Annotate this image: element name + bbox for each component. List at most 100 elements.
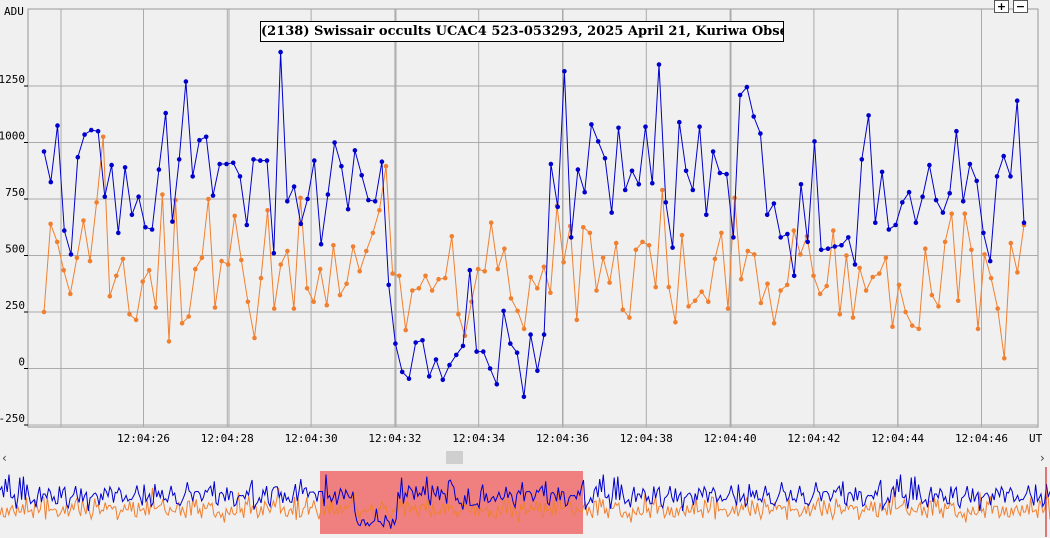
data-point — [344, 281, 349, 287]
data-point — [48, 179, 54, 185]
data-point — [350, 244, 356, 249]
data-point — [68, 291, 73, 297]
data-point — [41, 309, 47, 315]
data-point — [955, 298, 961, 304]
data-point — [699, 289, 704, 295]
data-point — [264, 158, 270, 163]
scrollbar-thumb[interactable] — [446, 451, 463, 464]
data-point — [436, 276, 441, 282]
data-point — [982, 252, 987, 257]
data-point — [305, 196, 310, 202]
data-point — [890, 324, 895, 330]
data-point — [190, 174, 195, 179]
data-point — [837, 312, 843, 317]
data-point — [170, 219, 175, 224]
data-point — [160, 192, 165, 197]
data-point — [548, 161, 554, 167]
x-tick-label: 12:04:30 — [285, 432, 338, 445]
data-point — [562, 69, 567, 74]
data-point — [75, 154, 81, 160]
data-point — [149, 227, 155, 232]
data-point — [850, 315, 856, 320]
y-tick-label: 500 — [5, 243, 25, 256]
data-point — [271, 306, 277, 311]
data-point — [420, 338, 425, 343]
data-point — [87, 258, 93, 264]
data-point — [653, 284, 658, 290]
y-tick-label: 1000 — [0, 130, 25, 143]
data-point — [258, 158, 263, 163]
data-point — [447, 362, 452, 368]
data-point — [969, 247, 974, 253]
data-point — [589, 122, 594, 127]
data-point — [824, 283, 829, 289]
data-point — [337, 292, 343, 298]
data-point — [74, 255, 80, 261]
data-point — [960, 199, 966, 204]
data-point — [940, 210, 946, 215]
data-point — [936, 304, 941, 309]
data-point — [879, 169, 885, 175]
data-point — [785, 231, 790, 237]
overview-strip[interactable] — [0, 467, 1050, 537]
data-point — [173, 197, 178, 203]
data-point — [663, 200, 669, 205]
data-point — [318, 241, 324, 247]
data-point — [372, 199, 378, 204]
data-point — [893, 222, 898, 228]
data-point — [102, 194, 108, 199]
data-point — [332, 140, 337, 145]
data-point — [609, 210, 614, 215]
data-point — [481, 349, 486, 354]
data-point — [877, 271, 882, 276]
data-point — [541, 264, 547, 270]
data-point — [909, 323, 915, 328]
data-point — [383, 163, 389, 169]
horizontal-scrollbar[interactable]: ‹ › — [0, 450, 1050, 466]
data-point — [528, 332, 533, 337]
data-point — [143, 225, 148, 230]
zoom-in-button[interactable]: + — [994, 0, 1009, 13]
data-point — [183, 79, 189, 84]
y-tick-label: 0 — [18, 356, 25, 369]
data-point — [423, 273, 428, 279]
zoom-out-button[interactable]: − — [1013, 0, 1028, 13]
data-point — [587, 230, 593, 236]
data-point — [798, 252, 803, 257]
data-point — [460, 343, 466, 349]
scroll-left-icon[interactable]: ‹ — [2, 451, 7, 465]
data-point — [616, 125, 621, 131]
data-point — [502, 246, 507, 251]
data-point — [744, 84, 750, 90]
x-tick-label: 12:04:36 — [536, 432, 589, 445]
data-point — [41, 149, 47, 154]
data-point — [967, 161, 973, 167]
data-point — [508, 341, 513, 346]
data-point — [495, 266, 501, 272]
data-point — [291, 306, 297, 311]
data-point — [660, 187, 665, 193]
data-point — [670, 245, 675, 250]
data-point — [731, 235, 736, 240]
data-point — [620, 307, 626, 313]
data-point — [987, 258, 993, 264]
scroll-right-icon[interactable]: › — [1040, 451, 1045, 465]
data-point — [210, 193, 216, 198]
overview-selection[interactable] — [320, 471, 583, 534]
data-point — [745, 248, 751, 254]
data-point — [193, 266, 198, 272]
data-point — [758, 300, 764, 306]
data-point — [68, 252, 74, 257]
data-point — [252, 335, 257, 341]
data-point — [732, 195, 737, 201]
data-point — [225, 262, 231, 267]
data-point — [179, 321, 185, 326]
data-point — [136, 194, 141, 199]
data-point — [217, 161, 222, 167]
data-point — [650, 180, 655, 186]
data-point — [212, 305, 218, 310]
data-point — [582, 189, 587, 195]
data-point — [82, 132, 87, 137]
data-point — [622, 187, 628, 193]
data-point — [791, 273, 797, 279]
